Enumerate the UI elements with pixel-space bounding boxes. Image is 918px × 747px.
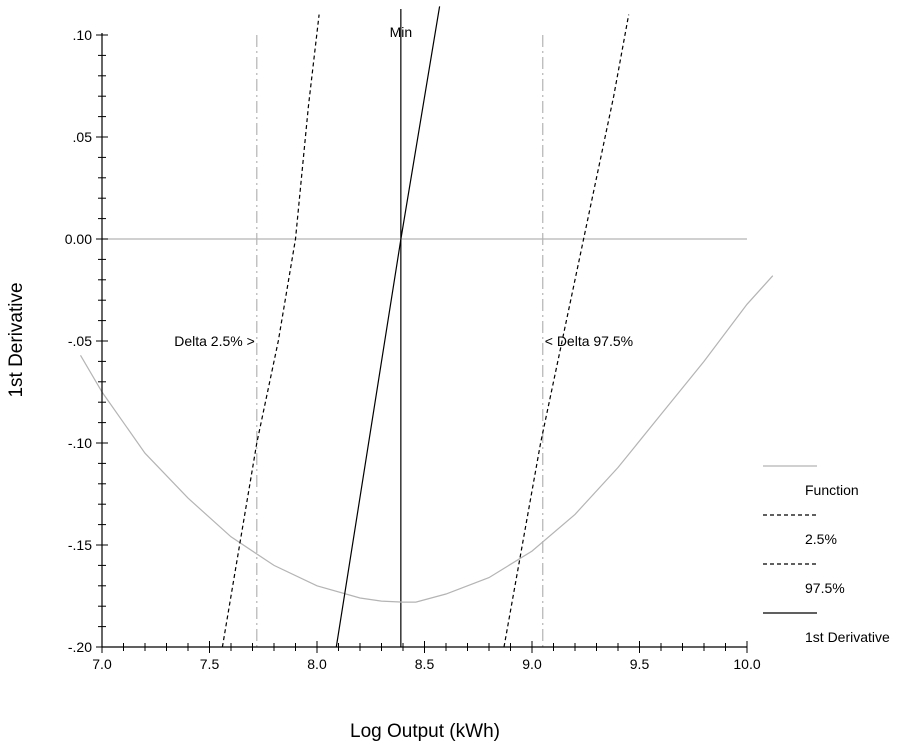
series-line-0 <box>79 275 774 603</box>
legend-label: 1st Derivative <box>805 629 890 645</box>
x-axis-title: Log Output (kWh) <box>350 721 500 742</box>
x-tick-label: 8.5 <box>415 656 435 672</box>
y-tick-label: .10 <box>73 27 93 43</box>
y-tick-label: -.05 <box>68 333 92 349</box>
legend-label: 2.5% <box>805 531 837 547</box>
legend-label: 97.5% <box>805 580 845 596</box>
y-tick-label: 0.00 <box>65 231 92 247</box>
y-tick-label: .05 <box>73 129 93 145</box>
x-tick-label: 7.0 <box>92 656 112 672</box>
y-tick-label: -.10 <box>68 435 92 451</box>
x-tick-label: 9.5 <box>630 656 650 672</box>
annotation-0: Min <box>390 24 413 40</box>
series-lines <box>79 6 774 648</box>
y-tick-label: -.20 <box>68 639 92 655</box>
x-tick-label: 9.0 <box>522 656 542 672</box>
series-line-2 <box>503 14 630 648</box>
x-tick-label: 10.0 <box>733 656 760 672</box>
annotation-2: < Delta 97.5% <box>545 333 633 349</box>
reference-lines <box>102 9 747 647</box>
series-line-3 <box>335 6 441 648</box>
x-tick-label: 7.5 <box>200 656 220 672</box>
x-tick-label: 8.0 <box>307 656 327 672</box>
legend-label: Function <box>805 482 859 498</box>
annotations: Min Delta 2.5% > < Delta 97.5% <box>174 24 633 349</box>
legend: Function 2.5% 97.5% 1st Derivative <box>763 465 890 645</box>
annotation-1: Delta 2.5% > <box>174 333 255 349</box>
y-axis-title: 1st Derivative <box>6 282 27 397</box>
y-tick-label: -.15 <box>68 537 92 553</box>
axes: 7.0 7.5 8.0 8.5 9.0 9.5 10.0 .10 .05 0.00 -.05 -.10… <box>65 27 761 672</box>
series-line-1 <box>221 14 320 648</box>
